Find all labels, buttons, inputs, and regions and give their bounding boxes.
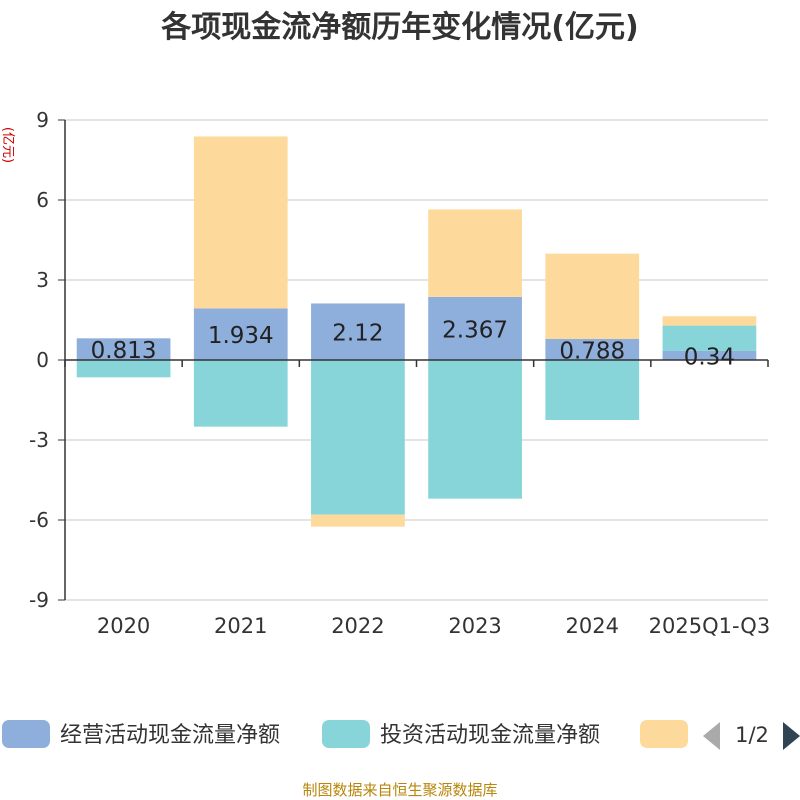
y-tick-label: 6: [36, 188, 49, 212]
y-tick-label: 0: [36, 348, 49, 372]
bar-series3-2025Q1-Q3: [662, 316, 757, 326]
x-tick-label: 2020: [97, 614, 150, 638]
x-tick-label: 2023: [448, 614, 501, 638]
data-label: 0.813: [91, 338, 157, 364]
bar-series1-2021: [193, 308, 288, 360]
source-note: 制图数据来自恒生聚源数据库: [302, 781, 497, 799]
legend-label-2[interactable]: 投资活动现金流量净额: [380, 723, 600, 748]
y-tick-label: 3: [36, 268, 49, 292]
y-tick-label: 9: [36, 108, 49, 132]
legend-swatch-1[interactable]: [2, 720, 50, 748]
data-label: 0.34: [684, 344, 735, 370]
bar-series3-2021: [193, 136, 288, 309]
x-tick-label: 2024: [566, 614, 619, 638]
bar-series2-2024: [545, 360, 640, 420]
bar-series1-2022: [311, 303, 405, 360]
bar-series3-2023: [428, 209, 522, 297]
grid: 9 6 3 0 -3 -6 -9: [29, 108, 768, 612]
axes: 2020 2021 2022 2023 2024 2025Q1-Q3: [64, 120, 771, 638]
bars: [76, 136, 757, 527]
x-tick-label: 2025Q1-Q3: [649, 614, 771, 638]
x-tick-label: 2022: [331, 614, 384, 638]
bar-series2-2022: [311, 360, 405, 515]
legend-swatch-2[interactable]: [322, 720, 370, 748]
bar-series1-2023: [428, 296, 522, 360]
chart-title: 各项现金流净额历年变化情况(亿元): [160, 10, 638, 45]
bar-series3-2022: [311, 514, 405, 527]
bar-series2-2020: [76, 360, 171, 378]
bar-series2-2025Q1-Q3: [662, 325, 757, 351]
legend-prev-icon[interactable]: [703, 722, 720, 750]
data-label: 2.367: [442, 317, 508, 343]
bar-series2-2023: [428, 360, 522, 499]
bar-series3-2024: [545, 253, 640, 339]
data-label: 0.788: [559, 338, 625, 364]
legend-page-indicator: 1/2: [735, 723, 769, 747]
legend-label-1[interactable]: 经营活动现金流量净额: [60, 723, 280, 748]
y-tick-label: -6: [29, 508, 49, 532]
data-label: 1.934: [208, 323, 274, 349]
bar-series1-2024: [545, 338, 640, 360]
data-labels: 0.813 1.934 2.12 2.367 0.788 0.34: [91, 317, 735, 370]
legend-next-icon[interactable]: [783, 722, 800, 750]
bar-series2-2021: [193, 360, 288, 427]
y-tick-label: -3: [29, 428, 49, 452]
legend-swatch-3[interactable]: [640, 720, 688, 748]
x-tick-label: 2021: [214, 614, 267, 638]
bar-series1-2020: [76, 338, 171, 360]
data-label: 2.12: [332, 321, 383, 347]
y-tick-label: -9: [29, 588, 49, 612]
bar-series1-2025Q1-Q3: [662, 350, 757, 360]
y-axis-label: (亿元): [0, 127, 15, 163]
legend: 经营活动现金流量净额 投资活动现金流量净额 1/2: [2, 720, 800, 750]
